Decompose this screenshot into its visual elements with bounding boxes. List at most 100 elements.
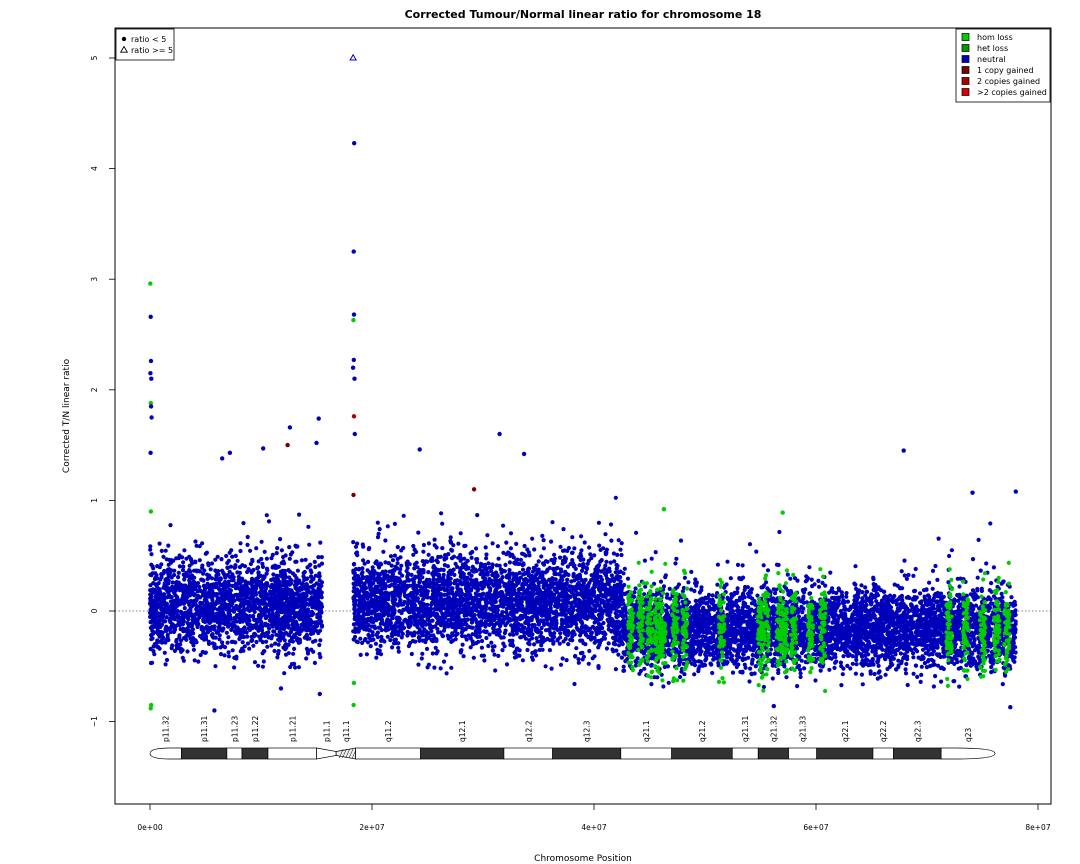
data-point: [511, 577, 516, 582]
data-point: [227, 569, 232, 574]
data-point: [563, 636, 568, 642]
data-point: [496, 580, 501, 586]
data-point: [432, 665, 437, 670]
data-point: [261, 576, 266, 582]
data-point: [309, 627, 314, 632]
data-point: [541, 538, 546, 543]
data-point: [355, 627, 360, 632]
data-point: [579, 548, 584, 553]
data-point: [525, 647, 530, 653]
data-point: [444, 582, 449, 587]
data-point: [443, 553, 448, 558]
data-point: [462, 543, 467, 549]
data-point: [286, 651, 291, 656]
data-point: [269, 636, 274, 641]
data-point: [181, 560, 186, 565]
data-point: [459, 648, 464, 653]
data-point: [237, 565, 243, 570]
data-point: [426, 541, 431, 546]
data-point: [148, 592, 153, 597]
data-point: [164, 657, 170, 663]
data-point: [579, 534, 584, 539]
data-point: [235, 558, 240, 563]
data-point: [272, 648, 277, 654]
data-point: [231, 607, 236, 613]
data-point: [394, 621, 399, 626]
data-point: [511, 611, 516, 617]
data-point: [390, 645, 395, 650]
data-point: [208, 567, 213, 572]
data-point: [469, 613, 474, 618]
data-point: [378, 643, 383, 649]
data-point: [264, 513, 269, 518]
data-point: [182, 606, 187, 611]
data-point: [186, 628, 191, 633]
data-point: [245, 634, 250, 639]
data-point: [197, 569, 202, 574]
data-point: [218, 589, 223, 594]
data-point: [550, 621, 555, 626]
data-point: [214, 645, 219, 650]
data-point: [308, 579, 314, 584]
data-point: [210, 598, 215, 603]
data-point: [566, 642, 571, 647]
data-point: [275, 655, 280, 660]
data-point: [441, 586, 446, 591]
data-point: [258, 624, 263, 630]
data-point: [398, 598, 403, 603]
data-point: [297, 578, 302, 583]
data-point: [232, 616, 238, 622]
data-point: [606, 641, 611, 646]
data-point: [361, 544, 366, 549]
data-point: [552, 552, 557, 557]
data-point: [282, 603, 288, 608]
data-point: [455, 582, 460, 587]
data-point: [178, 602, 183, 607]
data-point: [539, 554, 544, 559]
data-point: [465, 617, 470, 622]
data-point: [378, 561, 383, 566]
data-point: [205, 572, 210, 577]
data-point: [154, 605, 159, 610]
data-point: [157, 601, 162, 606]
data-point: [571, 574, 576, 579]
data-point: [207, 585, 212, 591]
data-point: [580, 657, 585, 662]
data-point: [570, 535, 575, 540]
data-point: [578, 651, 584, 656]
data-point: [157, 634, 162, 639]
data-point: [375, 520, 380, 525]
data-point: [148, 588, 153, 593]
data-point: [225, 560, 230, 566]
data-point: [317, 574, 322, 579]
data-point: [599, 600, 604, 605]
data-point: [413, 639, 418, 644]
data-point: [596, 664, 601, 669]
data-point: [363, 585, 369, 591]
data-point: [258, 593, 263, 598]
data-point: [157, 587, 162, 592]
data-point: [619, 552, 624, 558]
data-point: [267, 598, 272, 603]
data-point: [287, 603, 292, 608]
data-point: [444, 652, 449, 657]
data-point: [309, 595, 314, 600]
data-point: [522, 596, 528, 601]
data-point: [603, 608, 608, 613]
data-point: [159, 607, 164, 612]
data-point: [235, 613, 240, 618]
data-point: [278, 632, 283, 637]
data-point: [234, 592, 239, 598]
data-point: [447, 591, 453, 596]
data-point: [248, 561, 253, 567]
data-point: [195, 612, 201, 617]
data-point: [558, 544, 563, 549]
data-point: [366, 632, 371, 638]
data-point: [543, 638, 548, 643]
data-point: [363, 636, 368, 642]
data-point: [428, 613, 433, 619]
data-point: [426, 570, 431, 575]
data-point: [198, 652, 203, 658]
data-point: [498, 590, 504, 595]
